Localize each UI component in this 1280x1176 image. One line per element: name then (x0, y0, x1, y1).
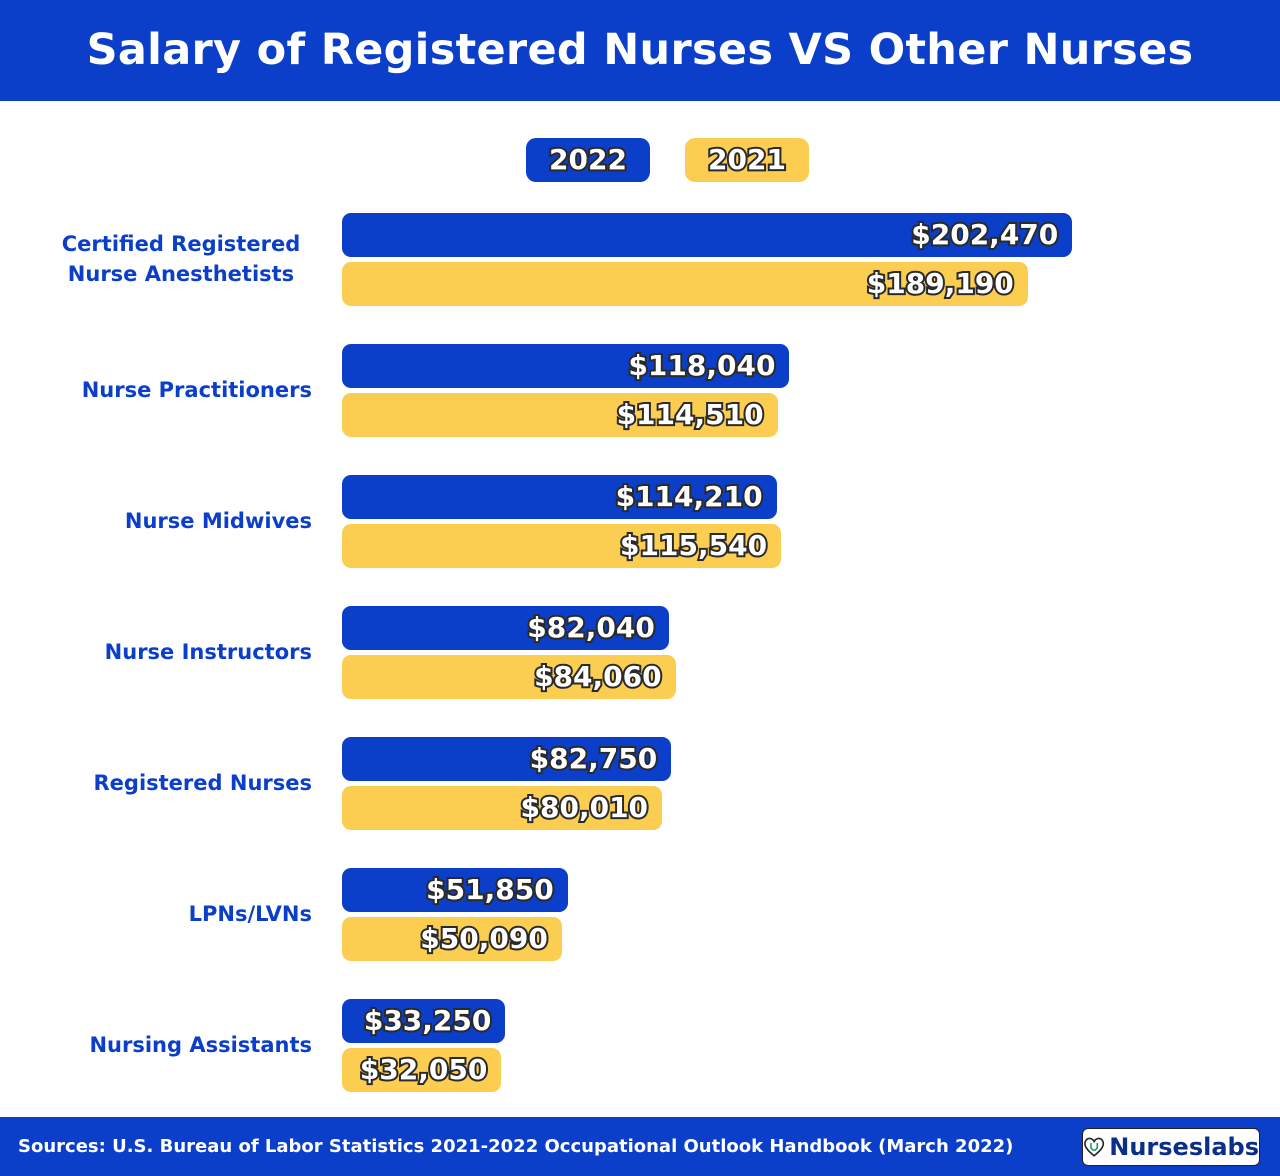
data-label: $114,210 (614, 478, 765, 515)
nurseslabs-logo: Nurseslabs (1082, 1128, 1260, 1166)
data-label: $82,750 (528, 740, 660, 777)
data-label: $202,470 (909, 216, 1060, 253)
data-label: $114,510 (615, 396, 766, 433)
bar-2022-3: $82,040 (342, 606, 669, 650)
bar-2022-1: $118,040 (342, 344, 790, 388)
bar-2022-6: $33,250 (342, 999, 506, 1043)
bar-2021-3: $84,060 (342, 655, 676, 699)
data-label: $118,040 (626, 347, 777, 384)
data-label: $82,040 (525, 609, 657, 646)
category-label: LPNs/LVNs (188, 902, 312, 926)
footer: Sources: U.S. Bureau of Labor Statistics… (0, 1117, 1280, 1176)
logo-text: Nurseslabs (1109, 1133, 1259, 1161)
category-label: Certified Registered Nurse Anesthetists (61, 232, 301, 286)
category-label: Nursing Assistants (89, 1033, 312, 1057)
category-label: Nurse Midwives (124, 509, 312, 533)
heart-stethoscope-icon (1084, 1137, 1105, 1157)
source-text: Sources: U.S. Bureau of Labor Statistics… (18, 1136, 1014, 1157)
data-label: $51,850 (424, 871, 556, 908)
data-label: $84,060 (532, 658, 664, 695)
bar-2022-0: $202,470 (342, 213, 1073, 257)
data-label: $189,190 (865, 265, 1016, 302)
category-label: Registered Nurses (93, 771, 313, 795)
data-label: $32,050 (358, 1051, 490, 1088)
bar-2021-1: $114,510 (342, 393, 778, 437)
category-label: Nurse Practitioners (81, 378, 312, 402)
bar-2021-4: $80,010 (342, 786, 663, 830)
bar-2022-2: $114,210 (342, 475, 777, 519)
legend-2021: 2021 (685, 138, 809, 182)
category-label: Nurse Instructors (104, 640, 312, 664)
data-label: $115,540 (618, 527, 769, 564)
legend-2022: 2022 (526, 138, 650, 182)
bar-2021-2: $115,540 (342, 524, 782, 568)
data-label: $50,090 (418, 920, 550, 957)
bar-2021-5: $50,090 (342, 917, 562, 961)
bar-2022-4: $82,750 (342, 737, 672, 781)
bar-2022-5: $51,850 (342, 868, 568, 912)
data-label: $33,250 (362, 1002, 494, 1039)
data-label: $80,010 (519, 789, 651, 826)
bar-2021-0: $189,190 (342, 262, 1028, 306)
chart-title: Salary of Registered Nurses VS Other Nur… (0, 0, 1280, 101)
bar-2021-6: $32,050 (342, 1048, 502, 1092)
